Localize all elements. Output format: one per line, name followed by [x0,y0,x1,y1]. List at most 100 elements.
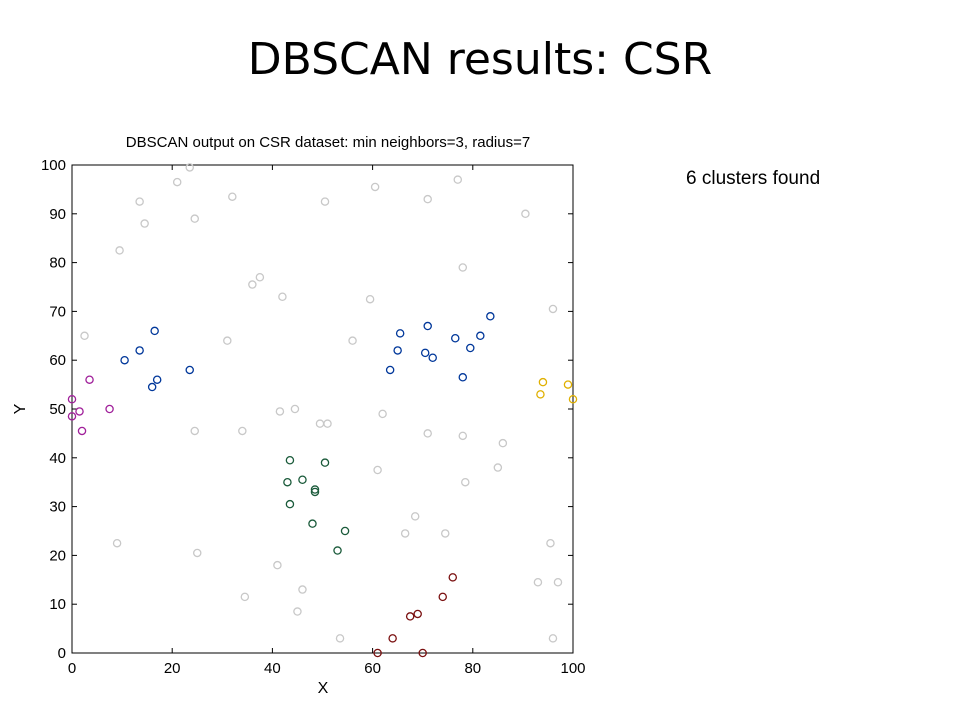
scatter-point [373,465,382,475]
y-tick-label: 40 [49,450,66,467]
y-tick-label: 60 [49,352,66,369]
scatter-point [172,177,182,187]
scatter-point [423,429,432,438]
scatter-point [248,280,257,289]
scatter-point [393,346,402,355]
scatter-point [105,404,114,414]
scatter-point [320,197,330,206]
scatter-point [185,365,194,375]
scatter-point [553,577,563,587]
scatter-point [293,607,302,616]
scatter-point [405,612,415,621]
scatter-point [190,426,199,436]
scatter-point [278,292,287,302]
scatter-point [80,331,89,341]
scatter-point [365,294,375,304]
scatter-point [190,214,199,223]
scatter-point [453,175,463,184]
scatter-point [85,375,94,384]
scatter-point [370,182,380,192]
scatter-point [255,272,265,282]
scatter-point [533,577,543,587]
scatter-point [486,312,495,321]
x-tick-label: 100 [560,660,585,677]
scatter-point [275,407,285,416]
scatter-point [320,458,330,467]
y-tick-label: 100 [41,157,66,174]
scatter-point [563,380,573,389]
scatter-point [115,246,124,255]
scatter-point [283,477,292,487]
scatter-point [323,419,332,428]
scatter-point [310,487,320,497]
scatter-point [298,475,307,485]
scatter-point [120,355,129,365]
scatter-point [290,404,300,414]
scatter-point [568,394,578,404]
y-tick-label: 0 [58,645,66,662]
scatter-point [135,197,144,206]
scatter-point [335,634,345,643]
x-tick-label: 40 [264,660,281,677]
scatter-point [440,529,450,538]
scatter-point [192,548,202,558]
scatter-point [476,331,485,341]
scatter-point [458,373,468,382]
scatter-point [536,390,545,399]
scatter-point [285,499,295,509]
y-tick-label: 50 [49,401,66,418]
scatter-point [152,375,162,384]
scatter-point [385,365,395,375]
scatter-point [498,438,508,448]
scatter-point [223,336,232,345]
scatter-point [448,573,458,582]
plot-area [71,164,574,654]
slide-title: DBSCAN results: CSR [247,34,713,85]
scatter-point [458,263,468,272]
y-axis-label: Y [12,403,29,414]
x-tick-label: 60 [364,660,381,677]
scatter-point [135,346,144,355]
x-tick-label: 20 [164,660,181,677]
x-tick-label: 0 [68,660,76,677]
x-tick-label: 80 [464,660,481,677]
scatter-point [228,192,237,201]
scatter-point [418,648,427,658]
scatter-point [273,560,282,570]
y-tick-label: 20 [49,547,66,564]
data-points [67,163,578,658]
scatter-point [548,634,558,643]
scatter-point [112,538,122,548]
scatter-point [395,329,405,338]
scatter-point [420,348,430,358]
scatter-point [410,512,420,521]
scatter-point [77,426,87,436]
scatter-point [521,209,530,219]
scatter-point [298,585,307,594]
scatter-point [438,592,447,602]
scatter-point [333,546,342,555]
scatter-point [423,194,432,204]
scatter-point [423,321,432,331]
clusters-found-note: 6 clusters found [686,168,821,189]
axis-ticks: 0 20 40 60 80 100 0 10 20 30 40 50 60 70 80 90 100 [41,157,586,677]
x-axis-label: X [318,680,329,697]
scatter-point [428,353,437,363]
scatter-point [413,609,422,619]
scatter-point [493,463,503,472]
scatter-point [150,326,159,336]
scatter-point [378,409,387,419]
y-tick-label: 10 [49,596,66,613]
scatter-point [548,304,558,314]
scatter-point [238,426,247,436]
scatter-point [308,519,317,528]
y-tick-label: 30 [49,499,66,516]
scatter-point [67,394,77,404]
scatter-point [458,431,468,441]
scatter-point [400,529,410,538]
scatter-point [466,343,475,353]
scatter-point [310,485,320,494]
scatter-point [340,526,350,536]
y-tick-label: 80 [49,255,66,272]
